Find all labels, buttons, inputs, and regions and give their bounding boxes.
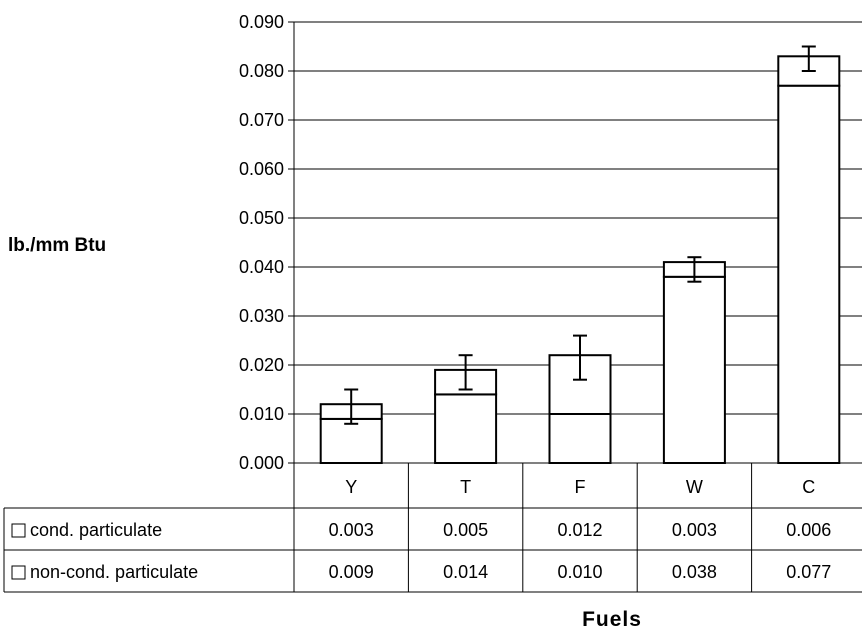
data-label: 0.009 — [329, 562, 374, 582]
bars — [319, 55, 841, 464]
y-tick-label: 0.080 — [239, 61, 284, 81]
gridlines — [294, 21, 862, 415]
y-tick-label: 0.090 — [239, 12, 284, 32]
x-axis-label: Fuels — [582, 608, 642, 631]
data-label: 0.003 — [329, 520, 374, 540]
error-bars — [344, 45, 816, 425]
data-label: 0.010 — [557, 562, 602, 582]
y-tick-label: 0.070 — [239, 110, 284, 130]
data-label: 0.014 — [443, 562, 488, 582]
bar-segment-non-cond-f — [548, 413, 612, 464]
y-tick-label: 0.020 — [239, 355, 284, 375]
data-label: 0.038 — [672, 562, 717, 582]
bar-segment-non-cond-w — [662, 275, 726, 464]
data-label: 0.006 — [786, 520, 831, 540]
legend-key — [11, 523, 26, 538]
bar-segment-non-cond-t — [434, 393, 498, 464]
x-tick-label: W — [686, 477, 703, 497]
y-tick-label: 0.000 — [239, 453, 284, 473]
legend-key — [11, 565, 26, 580]
y-tick-label: 0.050 — [239, 208, 284, 228]
x-tick-label: Y — [345, 477, 357, 497]
x-tick-label: F — [575, 477, 586, 497]
table-row-label: non-cond. particulate — [30, 562, 198, 582]
y-axis: 0.000 0.010 0.020 0.030 0.040 0.050 0.060 0.070… — [239, 12, 295, 473]
bar-segment-non-cond-c — [777, 84, 841, 464]
y-axis-label: lb./mm Btu — [8, 235, 106, 256]
data-label: 0.003 — [672, 520, 717, 540]
x-tick-label: C — [802, 477, 815, 497]
data-label: 0.005 — [443, 520, 488, 540]
x-tick-label: T — [460, 477, 471, 497]
y-tick-label: 0.040 — [239, 257, 284, 277]
data-label: 0.012 — [557, 520, 602, 540]
y-tick-label: 0.030 — [239, 306, 284, 326]
y-tick-label: 0.060 — [239, 159, 284, 179]
data-label: 0.077 — [786, 562, 831, 582]
table-row-label: cond. particulate — [30, 520, 162, 540]
bar-segment-non-cond-y — [319, 417, 383, 464]
y-tick-label: 0.010 — [239, 404, 284, 424]
